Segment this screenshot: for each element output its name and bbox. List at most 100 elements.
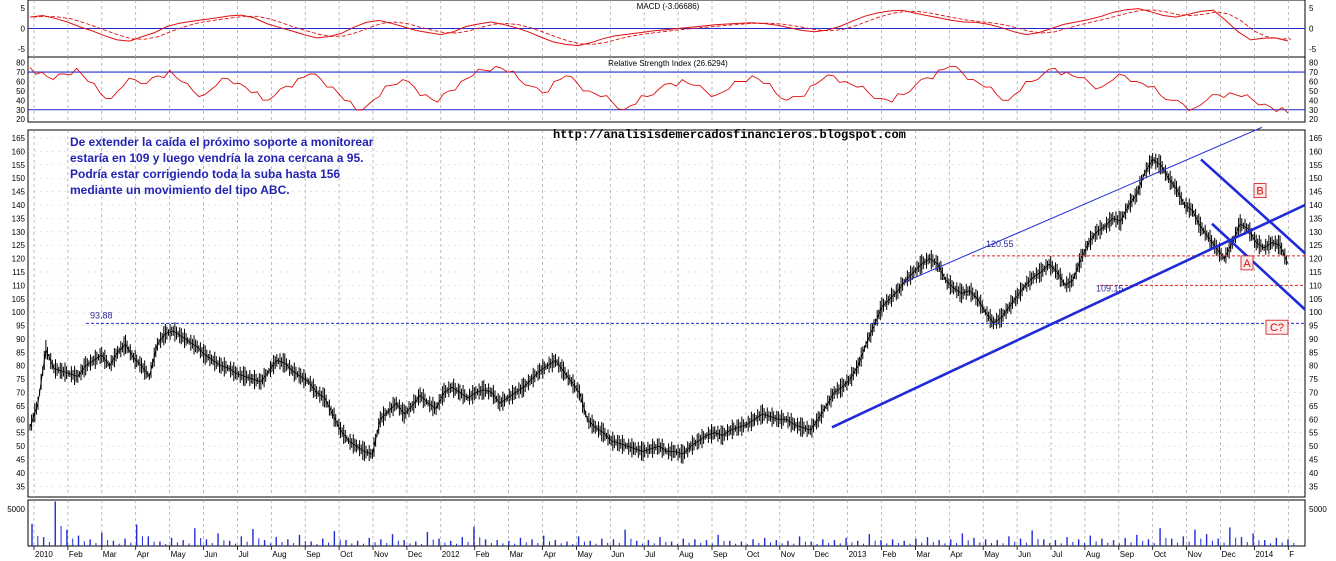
x-tick-label: Dec: [815, 550, 829, 559]
y-tick-right: 5: [1309, 4, 1314, 13]
x-tick-label: Nov: [781, 550, 795, 559]
trendline-upper: [902, 126, 1263, 284]
annotation-line-3: Podría estar corrigiendo toda la suba ha…: [70, 167, 340, 181]
y-tick-right: 90: [1309, 335, 1318, 344]
y-tick-right: 110: [1309, 281, 1322, 290]
y-tick-left: 135: [12, 214, 26, 223]
y-tick-left: 130: [12, 228, 26, 237]
x-tick-label: Dec: [1222, 550, 1236, 559]
y-tick-left: 70: [16, 389, 25, 398]
y-tick-left: 155: [12, 161, 26, 170]
y-tick-right: 30: [1309, 106, 1318, 115]
macd-line: [29, 8, 1289, 47]
y-tick-left: 120: [12, 255, 26, 264]
y-tick-right: 60: [1309, 415, 1318, 424]
downtrend-lower: [1211, 222, 1306, 311]
x-tick-label: Jul: [645, 550, 655, 559]
x-tick-label: F: [1289, 550, 1294, 559]
wave-box-1: [1253, 183, 1267, 198]
wave-label-2: C?: [1270, 322, 1284, 334]
macd-title: MACD (-3.06686): [637, 2, 700, 11]
y-tick-left: 75: [16, 375, 25, 384]
y-tick-left: 90: [16, 335, 25, 344]
y-tick-right: 130: [1309, 228, 1323, 237]
y-tick-left: 35: [16, 482, 25, 491]
x-tick-label: Dec: [408, 550, 422, 559]
panel-frame-2: [27, 129, 1306, 498]
y-tick-right: -5: [1309, 45, 1317, 54]
y-tick-left: 45: [16, 455, 25, 464]
y-tick-left: 5: [21, 4, 26, 13]
wave-box-2: [1265, 319, 1289, 335]
level-label-120: 120.55: [986, 239, 1014, 249]
y-tick-left: 105: [12, 295, 26, 304]
panel-frame-3: [27, 499, 1306, 547]
y-tick-left: 50: [16, 87, 25, 96]
x-tick-label: May: [984, 550, 999, 559]
x-tick-label: Jul: [238, 550, 248, 559]
y-tick-left: 80: [16, 59, 25, 68]
y-tick-right: 45: [1309, 455, 1318, 464]
x-tick-label: Sep: [1120, 550, 1135, 559]
rsi-line: [29, 65, 1289, 114]
y-tick-left: 60: [16, 77, 25, 86]
y-tick-right: 125: [1309, 241, 1323, 250]
y-tick-right: 135: [1309, 214, 1323, 223]
price-line: [29, 158, 1289, 455]
x-tick-label: Aug: [679, 550, 693, 559]
x-tick-label: Jun: [611, 550, 624, 559]
y-tick-left: -5: [18, 45, 26, 54]
y-tick-right: 145: [1309, 188, 1323, 197]
wave-label-1: B: [1256, 186, 1263, 198]
wave-box-0: [1240, 255, 1254, 271]
chart-layer: 2010 Feb Mar Apr May Jun Jul Aug Sep Oct Nov Dec 201…: [7, 0, 1327, 559]
x-tick-label: Apr: [137, 550, 150, 559]
y-tick-left: 165: [12, 134, 26, 143]
y-tick-left: 70: [16, 68, 25, 77]
x-tick-label: Jul: [1052, 550, 1062, 559]
x-tick-label: Nov: [1188, 550, 1202, 559]
y-tick-left: 30: [16, 106, 25, 115]
x-tick-label: Apr: [544, 550, 557, 559]
x-tick-label: Sep: [713, 550, 728, 559]
y-tick-right: 5000: [1309, 505, 1327, 514]
downtrend-upper: [1200, 158, 1306, 255]
y-tick-right: 115: [1309, 268, 1322, 277]
y-tick-right: 60: [1309, 77, 1318, 86]
wave-label-0: A: [1243, 258, 1251, 270]
y-tick-left: 95: [16, 322, 25, 331]
annotation-line-2: estaría en 109 y luego vendría la zona c…: [70, 151, 363, 165]
y-tick-left: 85: [16, 348, 25, 357]
annotation-line-4: mediante un movimiento del tipo ABC.: [70, 183, 290, 197]
x-tick-label: Mar: [916, 550, 930, 559]
y-tick-right: 20: [1309, 115, 1318, 124]
x-tick-label: Oct: [340, 550, 353, 559]
x-tick-label: Nov: [374, 550, 388, 559]
x-tick-label: Feb: [476, 550, 490, 559]
y-tick-left: 65: [16, 402, 25, 411]
y-tick-right: 75: [1309, 375, 1318, 384]
y-tick-left: 125: [12, 241, 26, 250]
x-tick-label: Jun: [1018, 550, 1031, 559]
x-tick-label: Oct: [747, 550, 760, 559]
y-tick-right: 160: [1309, 147, 1323, 156]
y-tick-right: 155: [1309, 161, 1323, 170]
blog-url: http://analisisdemercadosfinancieros.blo…: [553, 128, 906, 142]
y-tick-right: 70: [1309, 389, 1318, 398]
y-tick-right: 50: [1309, 87, 1318, 96]
x-tick-label: Apr: [950, 550, 963, 559]
x-tick-label: Feb: [69, 550, 83, 559]
y-tick-right: 85: [1309, 348, 1318, 357]
y-tick-right: 80: [1309, 362, 1318, 371]
y-tick-left: 100: [12, 308, 26, 317]
y-tick-right: 35: [1309, 482, 1318, 491]
y-tick-right: 165: [1309, 134, 1323, 143]
y-tick-left: 5000: [7, 505, 25, 514]
level-label-93: 93.88: [90, 310, 113, 320]
y-tick-right: 140: [1309, 201, 1323, 210]
x-tick-label: 2012: [442, 550, 460, 559]
y-tick-right: 70: [1309, 68, 1318, 77]
y-tick-left: 40: [16, 96, 25, 105]
y-tick-right: 40: [1309, 469, 1318, 478]
x-tick-label: Mar: [103, 550, 117, 559]
